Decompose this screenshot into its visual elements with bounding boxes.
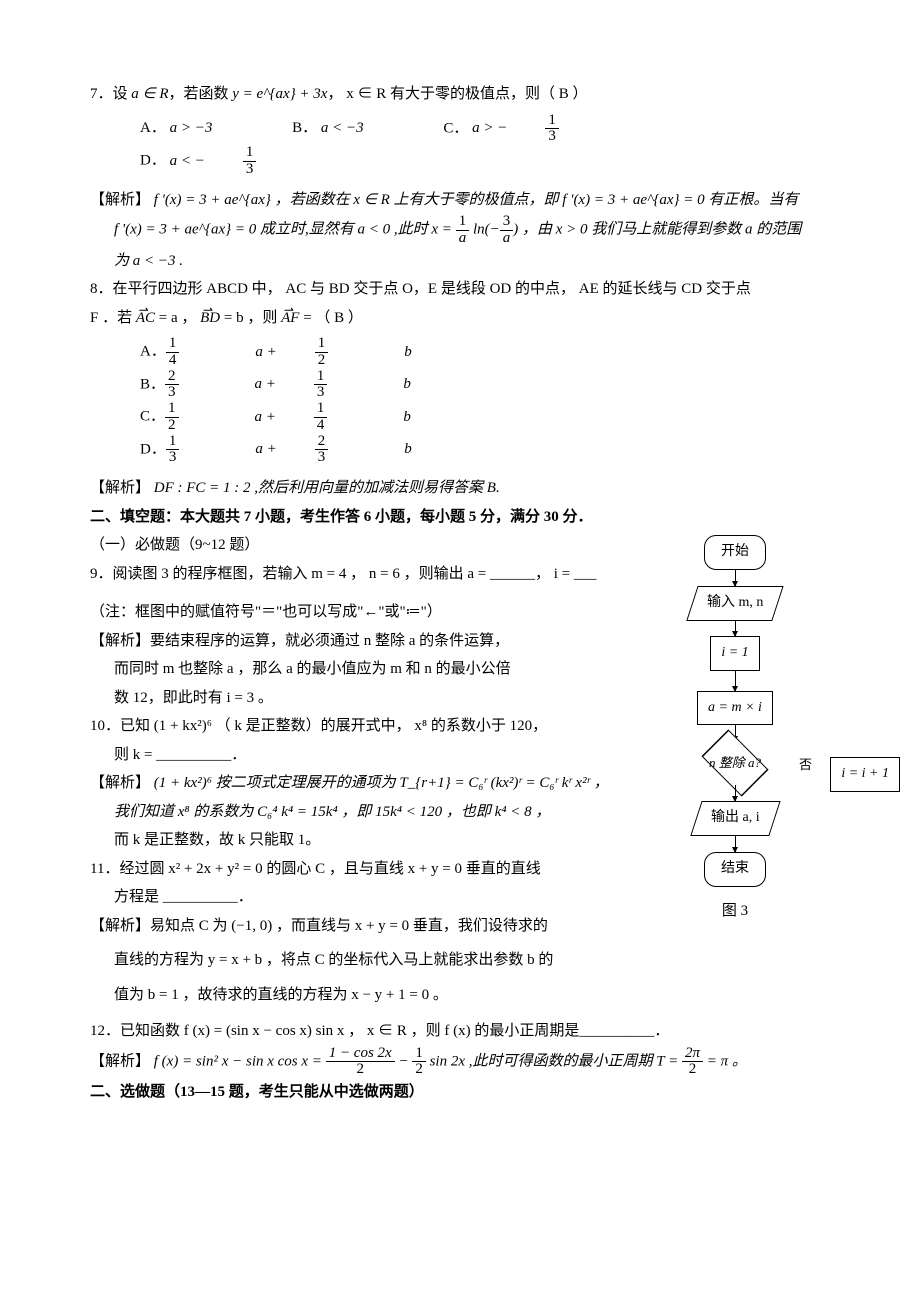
q7-ana-2: f '(x) = 3 + ae^{ax} = 0 成立时,显然有 a < 0 ,…	[114, 214, 830, 247]
q12-analysis: 【解析】 f (x) = sin² x − sin x cos x = 1 − …	[90, 1046, 830, 1079]
q9-note: （注：框图中的赋值符号"＝"也可以写成"←"或"≔"）	[90, 598, 630, 627]
fc-assign: a = m × i	[697, 691, 773, 726]
question-10-a: 10．已知 (1 + kx²)⁶ （ k 是正整数）的展开式中， x⁸ 的系数小…	[90, 712, 630, 741]
q7-stem-c: ，若函数	[169, 86, 233, 102]
two-column-wrap: （一）必做题（9~12 题） 9．阅读图 3 的程序框图，若输入 m = 4 ，…	[90, 531, 830, 1009]
fc-output: 输出 a, i	[690, 801, 780, 836]
q7-ana-1: f '(x) = 3 + ae^{ax} ，若函数在 x ∈ R 上有大于零的极…	[150, 192, 798, 208]
question-10-b: 则 k = __________．	[114, 741, 630, 770]
fc-no-label: 否	[799, 753, 812, 778]
left-column: （一）必做题（9~12 题） 9．阅读图 3 的程序框图，若输入 m = 4 ，…	[90, 531, 630, 1009]
q8-opt-d: D．13a + 23b	[140, 434, 450, 467]
q10-analysis-1: 【解析】 (1 + kx²)⁶ 按二项式定理展开的通项为 T_{r+1} = C…	[90, 769, 630, 798]
fc-inc: i = i + 1	[830, 757, 900, 792]
fc-cond-wrap: n 整除 a? 否	[680, 741, 790, 785]
q7-options: A． a > −3 B． a < −3 C． a > −13 D． a < −1…	[140, 113, 830, 178]
q8-stem-2: F ．若 AC = a ， BD = b ，则 AF = （ B ）	[90, 304, 830, 333]
q7-stem-a: 7．设	[90, 86, 131, 102]
q7-stem-d: y = e^{ax} + 3x	[232, 86, 327, 102]
fc-caption: 图 3	[640, 897, 830, 926]
q7-opt-a: A． a > −3	[140, 114, 250, 143]
q9-ana-3: 数 12，即此时有 i = 3 。	[114, 684, 630, 713]
fc-arrow-1	[735, 570, 736, 586]
q7-opt-b: B． a < −3	[292, 114, 402, 143]
fc-init: i = 1	[710, 636, 759, 671]
q7-stem-b: a ∈ R	[131, 86, 168, 102]
q8-opt-a: A．14a + 12b	[140, 336, 450, 369]
question-8: 8．在平行四边形 ABCD 中， AC 与 BD 交于点 O，E 是线段 OD …	[90, 275, 830, 466]
q8-options: A．14a + 12b B．23a + 13b C．12a + 14b D．13…	[140, 336, 830, 466]
q7-stem-e: ， x ∈ R 有大于零的极值点，则（ B ）	[327, 86, 587, 102]
right-column: 开始 输入 m, n i = 1 a = m × i n 整除 a? 否 i =…	[640, 531, 830, 925]
fc-start: 开始	[704, 535, 766, 570]
q11-ana-2: 直线的方程为 y = x + b ，将点 C 的坐标代入马上就能求出参数 b 的	[114, 946, 630, 975]
question-11-a: 11．经过圆 x² + 2x + y² = 0 的圆心 C ，且与直线 x + …	[90, 855, 630, 884]
q7-opt-c: C． a > −13	[443, 113, 635, 146]
q7-opt-d: D． a < −13	[140, 145, 332, 178]
q9-analysis: 【解析】要结束程序的运算，就必须通过 n 整除 a 的条件运算，	[90, 627, 630, 656]
analysis-label: 【解析】	[90, 192, 150, 208]
fc-cond: n 整除 a?	[709, 751, 761, 776]
fc-arrow-3	[735, 671, 736, 691]
fc-inc-wrap: i = i + 1	[830, 757, 900, 792]
fc-arrow-5	[735, 785, 736, 801]
question-12: 12．已知函数 f (x) = (sin x − cos x) sin x ， …	[90, 1017, 830, 1046]
q9-ana-2: 而同时 m 也整除 a ，那么 a 的最小值应为 m 和 n 的最小公倍	[114, 655, 630, 684]
q11-ana-3: 值为 b = 1 ，故待求的直线的方程为 x − y + 1 = 0 。	[114, 981, 630, 1010]
question-9: 9．阅读图 3 的程序框图，若输入 m = 4 ， n = 6 ，则输出 a =…	[90, 560, 630, 589]
section-optional-title: 二、选做题（13—15 题，考生只能从中选做两题）	[90, 1078, 830, 1107]
flowchart: 开始 输入 m, n i = 1 a = m × i n 整除 a? 否 i =…	[640, 535, 830, 887]
vec-bd: BD	[200, 310, 220, 326]
vec-ac: AC	[136, 310, 155, 326]
fc-arrow-6	[735, 836, 736, 852]
fc-arrow-2	[735, 620, 736, 636]
q10-ana-2: 我们知道 x⁸ 的系数为 C₆⁴ k⁴ = 15k⁴ ，即 15k⁴ < 120…	[114, 798, 630, 827]
q8-opt-b: B．23a + 13b	[140, 369, 449, 402]
fc-end: 结束	[704, 852, 766, 887]
vec-af: AF	[281, 310, 299, 326]
question-7: 7．设 a ∈ R，若函数 y = e^{ax} + 3x， x ∈ R 有大于…	[90, 80, 830, 178]
q8-opt-c: C．12a + 14b	[140, 401, 449, 434]
question-11-b: 方程是 __________．	[114, 883, 630, 912]
q8-analysis: 【解析】 DF : FC = 1 : 2 ,然后利用向量的加减法则易得答案 B.	[90, 474, 830, 503]
q11-analysis-1: 【解析】易知点 C 为 (−1, 0) ，而直线与 x + y = 0 垂直，我…	[90, 912, 630, 941]
section-2-title: 二、填空题：本大题共 7 小题，考生作答 6 小题，每小题 5 分，满分 30 …	[90, 503, 830, 532]
q10-ana-3: 而 k 是正整数，故 k 只能取 1。	[114, 826, 630, 855]
q7-ana-3: 为 a < −3 .	[114, 247, 830, 276]
q7-analysis: 【解析】 f '(x) = 3 + ae^{ax} ，若函数在 x ∈ R 上有…	[90, 186, 830, 215]
section-2-sub: （一）必做题（9~12 题）	[90, 531, 630, 560]
fc-input: 输入 m, n	[686, 586, 784, 621]
